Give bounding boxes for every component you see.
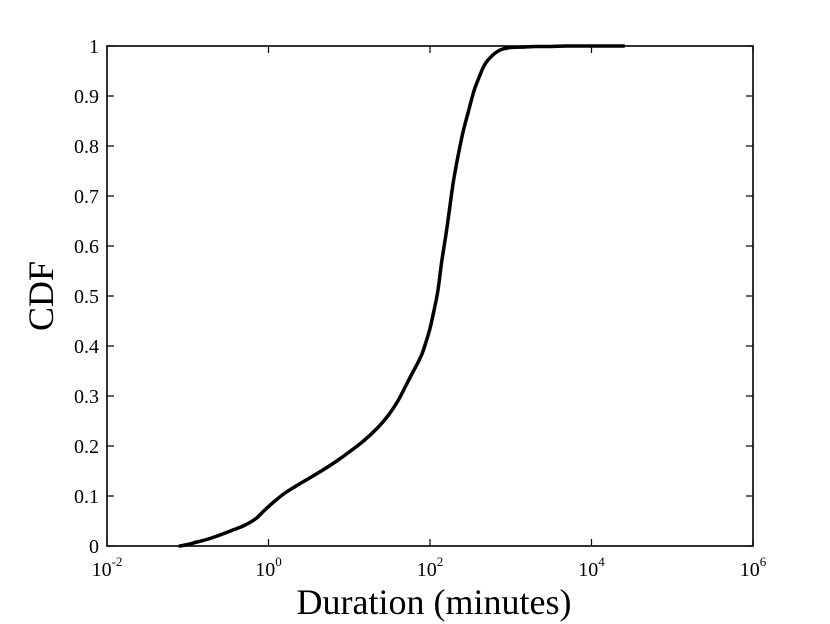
y-tick-label: 1 — [89, 36, 99, 58]
y-tick-label: 0.7 — [74, 186, 99, 208]
x-tick-label: 106 — [740, 554, 767, 581]
y-axis-ticks: 0 0.1 0.2 0.3 0.4 0.5 0.6 0.7 0.8 0.9 1 — [74, 36, 753, 558]
x-tick-label: 102 — [417, 554, 444, 581]
y-tick-label: 0.3 — [74, 386, 99, 408]
x-tick-label-base: 10 — [740, 559, 760, 581]
y-tick-label: 0.9 — [74, 86, 99, 108]
x-axis-title: Duration (minutes) — [297, 582, 572, 622]
x-tick-label: 100 — [255, 554, 282, 581]
y-axis-title: CDF — [21, 261, 61, 331]
y-tick-label: 0.8 — [74, 136, 99, 158]
cdf-series-line — [178, 44, 626, 548]
x-tick-label-exponent: -2 — [112, 554, 123, 569]
x-tick-label-base: 10 — [417, 559, 437, 581]
y-tick-label: 0.5 — [74, 286, 99, 308]
x-tick-label: 10-2 — [92, 554, 123, 581]
x-tick-label-base: 10 — [92, 559, 112, 581]
x-tick-label-exponent: 4 — [598, 554, 605, 569]
x-tick-label: 104 — [578, 554, 605, 581]
y-tick-label: 0 — [89, 536, 99, 558]
x-tick-label-exponent: 0 — [275, 554, 282, 569]
x-tick-label-base: 10 — [255, 559, 275, 581]
x-tick-label-exponent: 6 — [760, 554, 767, 569]
y-tick-label: 0.4 — [74, 336, 99, 358]
x-tick-label-base: 10 — [578, 559, 598, 581]
x-tick-label-exponent: 2 — [437, 554, 444, 569]
plot-frame — [106, 45, 754, 547]
x-axis-ticks: 10-2 100 102 104 106 — [92, 46, 767, 581]
y-tick-label: 0.1 — [74, 486, 99, 508]
y-tick-label: 0.6 — [74, 236, 99, 258]
y-tick-label: 0.2 — [74, 436, 99, 458]
